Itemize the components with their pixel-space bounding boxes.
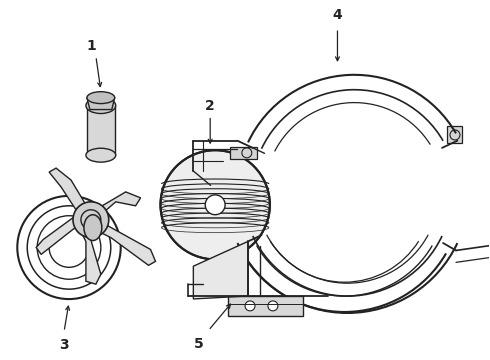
Circle shape	[245, 301, 255, 311]
Ellipse shape	[87, 92, 115, 104]
Polygon shape	[228, 296, 303, 316]
Ellipse shape	[86, 98, 116, 113]
Polygon shape	[87, 105, 115, 155]
Ellipse shape	[86, 148, 116, 162]
Text: 2: 2	[205, 99, 215, 113]
Polygon shape	[194, 242, 248, 299]
Text: 3: 3	[59, 338, 69, 352]
Polygon shape	[87, 98, 115, 109]
Polygon shape	[99, 225, 155, 265]
Polygon shape	[36, 218, 81, 255]
Polygon shape	[99, 192, 141, 215]
Text: 1: 1	[86, 39, 96, 53]
Text: 5: 5	[194, 337, 203, 351]
Polygon shape	[49, 168, 86, 210]
Polygon shape	[447, 126, 462, 143]
Circle shape	[161, 150, 270, 260]
Polygon shape	[230, 147, 257, 159]
Ellipse shape	[84, 215, 102, 240]
Polygon shape	[81, 230, 101, 284]
Circle shape	[205, 195, 225, 215]
Text: 4: 4	[333, 8, 343, 22]
Circle shape	[268, 301, 278, 311]
Circle shape	[73, 202, 109, 238]
